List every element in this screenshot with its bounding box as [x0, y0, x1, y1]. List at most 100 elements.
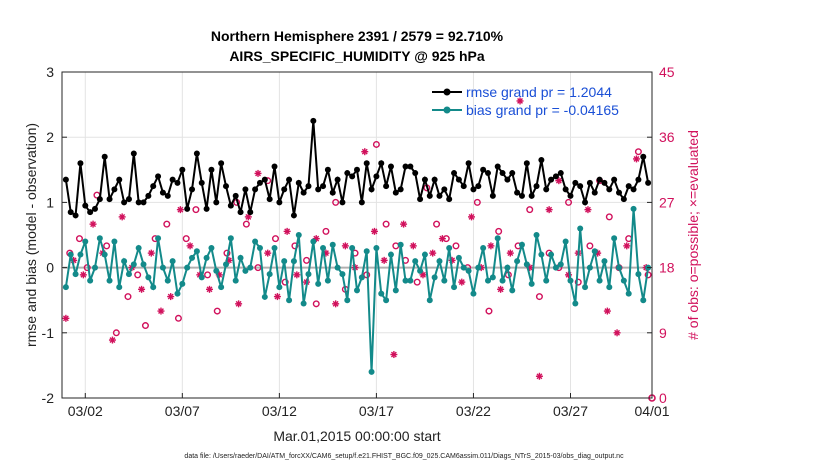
rmse-point	[567, 192, 574, 199]
x-tick-label: 03/27	[553, 403, 588, 419]
bias-point	[227, 235, 234, 242]
obs-evaluated-point	[468, 213, 476, 221]
bias-point	[640, 297, 647, 304]
bias-point	[601, 258, 608, 265]
obs-possible-point	[271, 235, 279, 243]
rmse-point	[611, 176, 618, 183]
rmse-point	[290, 212, 297, 219]
obs-evaluated-point	[632, 155, 640, 163]
rmse-point	[305, 183, 312, 190]
obs-possible-point	[605, 213, 613, 221]
rmse-point	[402, 163, 409, 170]
obs-possible-point	[495, 227, 503, 235]
bias-point	[630, 205, 637, 212]
rmse-point	[431, 176, 438, 183]
bias-point	[397, 241, 404, 248]
obs-possible-point	[535, 293, 543, 301]
bias-point	[140, 261, 147, 268]
rmse-point	[96, 196, 103, 203]
y-axis-label-left: rmse and bias (model - observation)	[23, 123, 39, 347]
bias-point	[354, 287, 360, 294]
rmse-point	[203, 205, 210, 212]
rmse-point	[198, 179, 205, 186]
obs-possible-point	[586, 242, 594, 250]
obs-evaluated-point	[235, 300, 243, 308]
bias-point	[252, 238, 259, 245]
bias-point	[87, 277, 94, 284]
rmse-point	[164, 192, 171, 199]
bias-point	[368, 368, 375, 375]
rmse-point	[130, 150, 137, 157]
y-left-tick-label: 1	[46, 194, 54, 210]
x-tick-label: 04/01	[634, 403, 669, 419]
obs-evaluated-point	[244, 213, 252, 221]
bias-point	[106, 277, 113, 284]
rmse-point	[533, 183, 540, 190]
rmse-point	[630, 186, 637, 193]
bias-point	[620, 277, 627, 284]
rmse-point	[310, 117, 317, 124]
obs-possible-point	[332, 198, 340, 206]
bias-point	[577, 225, 584, 232]
bias-point	[300, 300, 307, 307]
rmse-point	[116, 176, 123, 183]
bias-point	[543, 277, 550, 284]
obs-evaluated-point	[487, 242, 495, 250]
bias-point	[383, 297, 390, 304]
x-tick-label: 03/22	[456, 403, 491, 419]
rmse-point	[548, 176, 555, 183]
bias-point	[286, 297, 293, 304]
bias-point	[155, 235, 162, 242]
bias-point	[475, 264, 482, 271]
rmse-point	[523, 160, 530, 167]
obs-possible-point	[112, 329, 120, 337]
bias-point	[111, 238, 118, 245]
rmse-point	[247, 209, 254, 216]
obs-evaluated-point	[341, 242, 349, 250]
bias-point	[518, 241, 525, 248]
y-left-tick-label: -2	[42, 390, 55, 406]
rmse-point	[426, 192, 433, 199]
y-left-tick-label: 0	[46, 260, 54, 276]
obs-possible-point	[192, 206, 200, 214]
bias-point	[494, 235, 501, 242]
bias-point	[72, 271, 79, 278]
footnote: data file: /Users/raeder/DAI/ATM_forcXX/…	[184, 453, 624, 460]
rmse-point	[480, 166, 487, 173]
rmse-point	[373, 173, 380, 180]
obs-evaluated-point	[157, 307, 165, 315]
obs-evaluated-point	[361, 148, 369, 156]
rmse-point	[286, 176, 293, 183]
obs-evaluated-point	[273, 293, 281, 301]
obs-evaluated-point	[545, 206, 553, 214]
bias-point	[349, 245, 356, 252]
rmse-point	[465, 160, 472, 167]
rmse-point	[281, 186, 288, 193]
bias-point	[62, 284, 69, 291]
rmse-point	[392, 189, 399, 196]
obs-evaluated-point	[332, 300, 340, 308]
bias-point	[441, 277, 448, 284]
bias-point	[625, 290, 632, 297]
bias-point	[67, 251, 74, 258]
rmse-point	[635, 176, 642, 183]
y-right-tick-label: 9	[659, 325, 667, 341]
bias-point	[159, 264, 166, 271]
bias-point	[548, 251, 555, 258]
rmse-point	[315, 186, 322, 193]
obs-possible-point	[574, 278, 582, 286]
rmse-point	[344, 170, 351, 177]
bias-point	[179, 280, 186, 287]
bias-point	[616, 264, 623, 271]
obs-evaluated-point	[147, 249, 155, 257]
bias-point	[218, 284, 225, 291]
bias-point	[557, 261, 564, 268]
obs-evaluated-point	[535, 372, 543, 380]
obs-evaluated-point	[254, 169, 262, 177]
bias-point	[320, 245, 327, 252]
rmse-point	[101, 153, 108, 160]
rmse-point	[111, 186, 118, 193]
obs-evaluated-point	[390, 351, 398, 359]
obs-evaluated-point	[186, 242, 194, 250]
grid	[62, 71, 652, 399]
